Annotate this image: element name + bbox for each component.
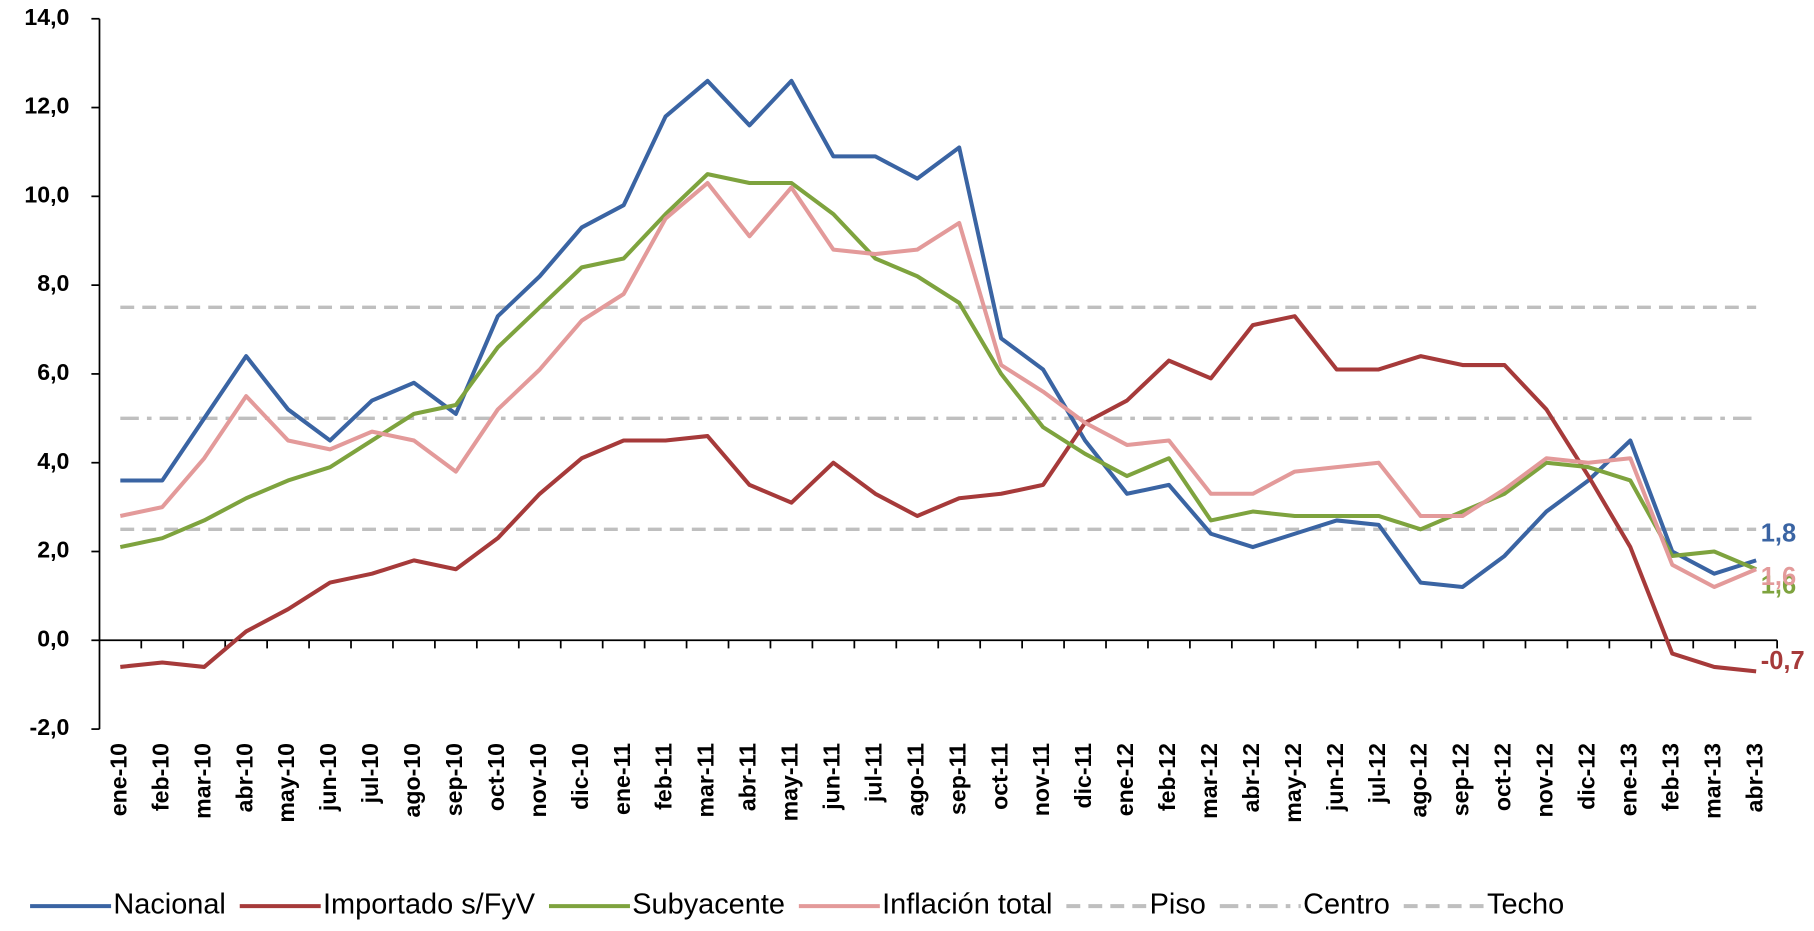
x-tick-label: feb-11 (651, 743, 677, 810)
x-tick-label: nov-12 (1532, 743, 1558, 818)
value-label: 1,8 (1761, 520, 1796, 548)
x-tick-label: sep-12 (1448, 743, 1474, 816)
x-tick-label: may-11 (777, 743, 803, 822)
y-tick-label: 4,0 (37, 448, 69, 474)
x-tick-label: feb-12 (1154, 743, 1180, 811)
x-tick-label: abr-10 (231, 743, 257, 812)
legend-label: Inflación total (882, 889, 1052, 921)
x-tick-label: mar-13 (1699, 743, 1725, 819)
chart: -2,0 0,0 2,0 4,0 6,0 8,0 10,0 12,0 14,0 ene-10 feb… (0, 0, 1814, 926)
y-tick-label: 10,0 (24, 181, 69, 207)
legend-label: Subyacente (632, 889, 785, 921)
x-tick-label: mar-12 (1196, 743, 1222, 819)
x-tick-label: feb-10 (147, 743, 173, 811)
y-tick-label: -2,0 (30, 714, 70, 740)
x-tick-label: abr-12 (1238, 743, 1264, 812)
x-tick-label: sep-10 (441, 743, 467, 816)
y-tick-label: 8,0 (37, 270, 69, 296)
x-tick-label: ene-10 (105, 743, 131, 816)
x-tick-label: ago-12 (1406, 743, 1432, 818)
x-tick-label: ene-12 (1112, 743, 1138, 816)
series-line (120, 316, 1756, 671)
y-tick-label: 14,0 (24, 4, 69, 30)
x-tick-label: ene-11 (609, 743, 635, 815)
x-tick-label: jun-11 (818, 743, 844, 811)
legend-label: Nacional (113, 889, 225, 921)
legend-label: Piso (1150, 889, 1206, 921)
y-tick-label: 6,0 (37, 359, 69, 385)
x-tick-label: oct-10 (483, 743, 509, 811)
x-tick-label: ago-10 (399, 743, 425, 818)
x-tick-label: may-12 (1280, 743, 1306, 823)
series-line (120, 183, 1756, 587)
x-tick-label: jul-11 (860, 743, 886, 803)
x-tick-label: ago-11 (902, 743, 928, 816)
y-tick-label: 2,0 (37, 537, 69, 563)
x-tick-label: jun-10 (315, 743, 341, 812)
x-tick-label: abr-13 (1741, 743, 1767, 813)
legend-label: Techo (1487, 889, 1564, 921)
x-tick-label: ene-13 (1615, 743, 1641, 816)
legend-label: Centro (1303, 889, 1390, 921)
x-tick-label: sep-11 (944, 743, 970, 815)
x-tick-label: abr-11 (735, 743, 761, 811)
x-tick-label: dic-11 (1070, 743, 1096, 809)
x-tick-label: mar-11 (693, 743, 719, 818)
x-tick-label: dic-12 (1573, 743, 1599, 810)
y-tick-label: 0,0 (37, 625, 69, 651)
x-tick-label: may-10 (273, 743, 299, 823)
y-tick-label: 12,0 (24, 93, 69, 119)
x-tick-label: mar-10 (189, 743, 215, 819)
legend-label: Importado s/FyV (323, 889, 536, 921)
x-tick-label: jul-12 (1364, 743, 1390, 804)
x-tick-label: nov-10 (525, 743, 551, 818)
x-tick-label: oct-11 (986, 743, 1012, 810)
value-label: -0,7 (1761, 647, 1805, 675)
x-tick-label: nov-11 (1028, 743, 1054, 816)
series-line (120, 81, 1756, 587)
x-tick-label: jun-12 (1322, 743, 1348, 812)
x-tick-label: dic-10 (567, 743, 593, 810)
x-tick-label: jul-10 (357, 743, 383, 804)
value-label: 1,6 (1761, 563, 1796, 591)
x-tick-label: feb-13 (1657, 743, 1683, 811)
x-tick-label: oct-12 (1490, 743, 1516, 811)
